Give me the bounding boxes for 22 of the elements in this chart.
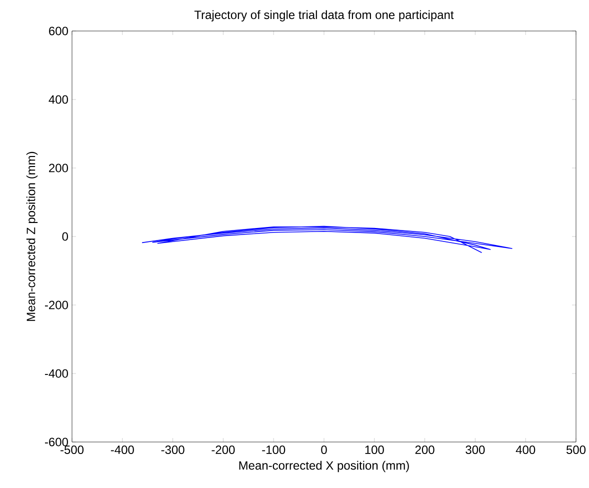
y-tick-label: 0 <box>62 232 68 241</box>
x-tick-label: -500 <box>60 446 84 454</box>
y-tick-label: 400 <box>48 95 68 104</box>
x-axis-title: Mean-corrected X position (mm) <box>239 460 409 472</box>
x-tick-label: 400 <box>516 446 536 454</box>
x-tick-label: 300 <box>466 446 485 454</box>
y-tick-label: 600 <box>49 26 68 36</box>
x-tick-label: -200 <box>212 446 235 454</box>
x-tick-label: -300 <box>161 446 184 454</box>
line-series <box>142 226 512 253</box>
y-axis-title: Mean-corrected Z position (mm) <box>26 152 38 321</box>
y-tick-label: -200 <box>44 300 68 310</box>
y-tick-label: -600 <box>44 438 68 446</box>
chart-title: Trajectory of single trial data from one participant <box>194 10 454 22</box>
x-tick-label: 100 <box>365 446 384 454</box>
y-tick-label: 200 <box>49 164 68 172</box>
x-tick-label: -400 <box>110 446 134 454</box>
x-tick-label: 0 <box>321 446 327 454</box>
x-tick-label: 200 <box>415 446 434 454</box>
x-tick-label: -100 <box>262 446 286 454</box>
y-tick-label: -400 <box>44 369 68 378</box>
x-tick-label: 500 <box>566 446 586 454</box>
